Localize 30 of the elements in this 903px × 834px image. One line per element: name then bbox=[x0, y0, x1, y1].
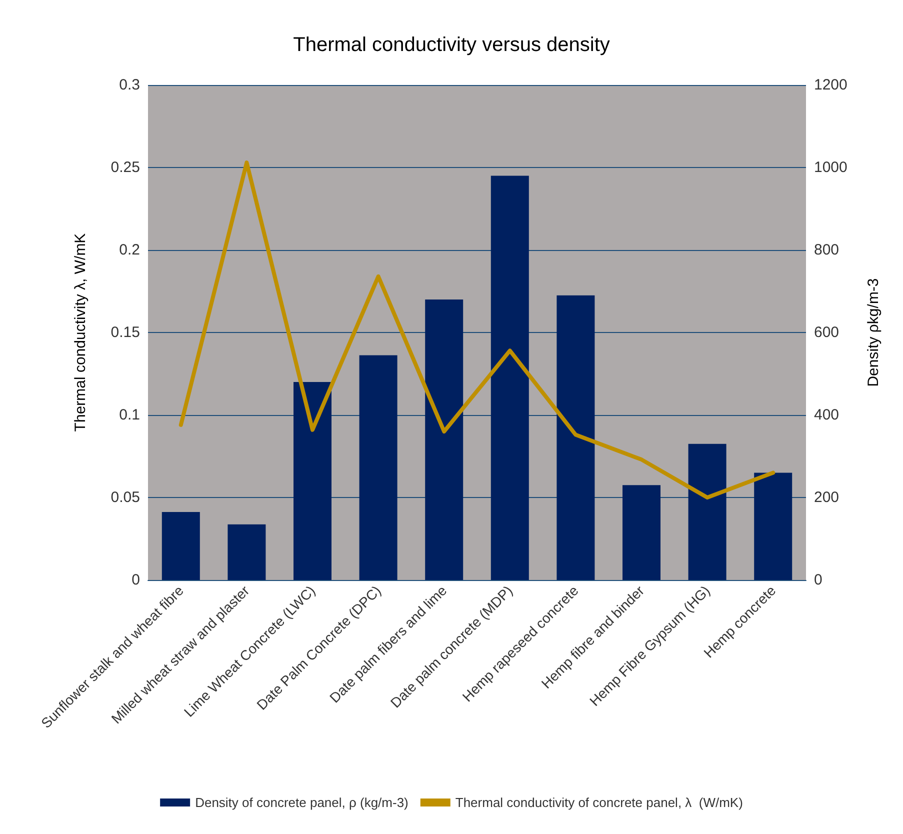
bar bbox=[490, 176, 529, 580]
y2-axis-title: Density ρkg/m-3 bbox=[865, 278, 882, 387]
y2-tick-label: 1200 bbox=[814, 76, 848, 94]
bar bbox=[556, 295, 595, 580]
bar bbox=[425, 300, 464, 580]
y-tick-label: 0.2 bbox=[119, 242, 140, 258]
bar bbox=[162, 512, 200, 580]
bar bbox=[294, 382, 332, 580]
y-tick-label: 0.25 bbox=[110, 159, 140, 176]
y-tick-label: 0.15 bbox=[110, 324, 140, 341]
bar bbox=[228, 524, 266, 580]
bar bbox=[622, 485, 660, 580]
y-tick-label: 0.3 bbox=[119, 76, 140, 94]
y2-tick-label: 800 bbox=[814, 242, 840, 258]
y-tick-label: 0.05 bbox=[110, 489, 140, 506]
y2-tick-label: 400 bbox=[814, 406, 840, 424]
y-tick-label: 0.1 bbox=[119, 406, 140, 424]
y2-tick-label: 0 bbox=[814, 572, 822, 588]
chart-title: Thermal conductivity versus density bbox=[293, 34, 610, 56]
y2-tick-label: 200 bbox=[814, 489, 840, 506]
bar bbox=[359, 355, 398, 580]
legend-label: Thermal conductivity of concrete panel, λ (W/mK) bbox=[455, 795, 743, 810]
legend-label: Density of concrete panel, ρ (kg/m-3) bbox=[195, 795, 408, 810]
y-tick-label: 0 bbox=[132, 572, 140, 588]
y-axis-title: Thermal conductivity λ, W/mK bbox=[72, 233, 89, 432]
y2-tick-label: 1000 bbox=[814, 159, 848, 176]
line-series bbox=[178, 160, 776, 500]
bar bbox=[754, 472, 792, 580]
bar bbox=[688, 444, 726, 580]
y2-tick-label: 600 bbox=[814, 324, 840, 341]
